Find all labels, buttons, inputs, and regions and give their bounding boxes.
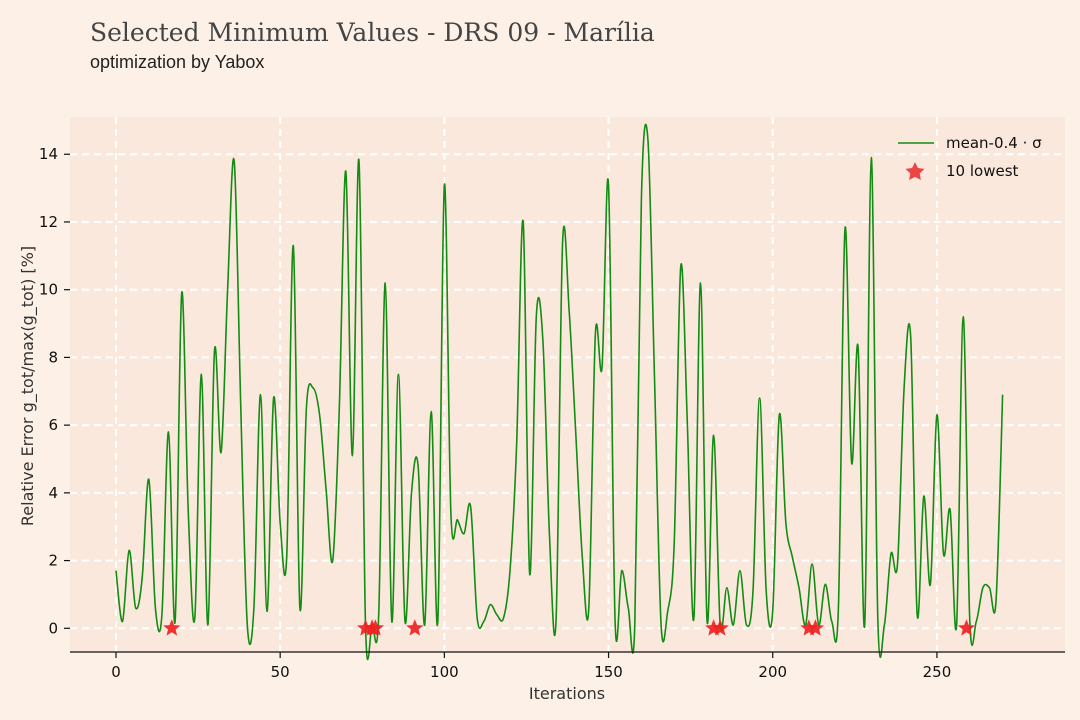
y-tick-label: 12: [39, 213, 58, 231]
legend: mean-0.4 · σ 10 lowest: [898, 134, 1042, 180]
y-tick-label: 14: [39, 145, 58, 163]
lowest-point-marker: [406, 619, 424, 636]
lowest-point-marker: [711, 619, 729, 636]
marker-layer: [163, 619, 975, 636]
legend-label-lowest: 10 lowest: [946, 162, 1019, 180]
lowest-point-marker: [357, 619, 375, 636]
lowest-point-marker: [957, 619, 975, 636]
x-axis-label: Iterations: [529, 684, 605, 703]
y-tick-label: 10: [39, 281, 58, 299]
x-tick-label: 50: [271, 663, 290, 681]
series-line-mean: [115, 123, 1004, 661]
legend-label-mean: mean-0.4 · σ: [946, 134, 1042, 152]
lowest-point-marker: [806, 619, 824, 636]
y-tick-label: 8: [48, 348, 58, 366]
lowest-point-marker: [366, 619, 384, 636]
legend-star-swatch: [905, 162, 925, 180]
chart-title: Selected Minimum Values - DRS 09 - Maríl…: [90, 18, 655, 47]
lowest-point-marker: [163, 619, 181, 636]
lowest-point-marker: [705, 619, 723, 636]
x-tick-label: 0: [111, 663, 121, 681]
y-tick-label: 0: [48, 619, 58, 637]
y-tick-label: 2: [48, 552, 58, 570]
grid: [70, 117, 1065, 652]
y-tick-label: 6: [48, 416, 58, 434]
y-tick-label: 4: [48, 484, 58, 502]
axes: 0 50 100 150 200 250 0 2 4 6 8 10 12 14: [39, 145, 1065, 681]
chart-subtitle: optimization by Yabox: [90, 52, 264, 72]
x-tick-label: 100: [430, 663, 459, 681]
x-tick-label: 150: [594, 663, 623, 681]
x-tick-label: 250: [923, 663, 952, 681]
y-axis-label: Relative Error g_tot/max(g_tot) [%]: [18, 246, 38, 526]
x-tick-label: 200: [758, 663, 787, 681]
series-layer: [115, 123, 1004, 661]
